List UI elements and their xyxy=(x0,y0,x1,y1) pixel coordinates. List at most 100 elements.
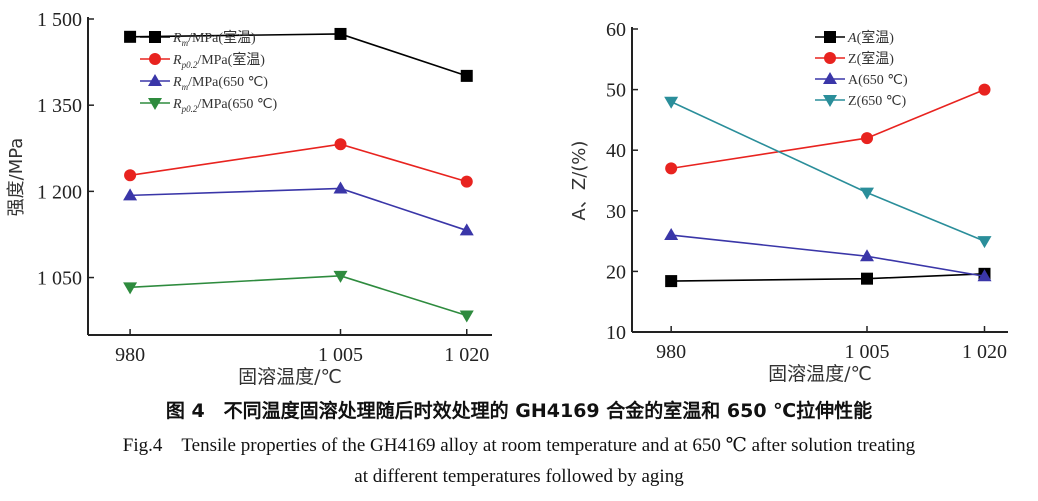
chart-1: 1 050 1 200 1 350 1 500 980 1 005 1 020 固溶温度/℃ 强… xyxy=(6,9,492,388)
data-point xyxy=(459,310,474,323)
legend-label-rest: (650 ℃) xyxy=(857,94,907,109)
legend-label-rest: /MPa(室温) xyxy=(197,51,265,68)
legend-label-rest: /MPa(650 ℃) xyxy=(188,75,268,90)
legend-label-sub: m xyxy=(182,82,189,92)
legend-entry: Z(室温) xyxy=(815,50,894,67)
data-point xyxy=(334,138,347,151)
y-tick-label: 50 xyxy=(606,80,626,102)
figure-caption-english-line1: Fig.4 Tensile properties of the GH4169 a… xyxy=(122,435,916,456)
legend-marker xyxy=(149,31,161,43)
legend-marker xyxy=(149,53,161,65)
legend-label-rest: /MPa(室温) xyxy=(188,29,256,46)
legend-label-main: R xyxy=(172,75,182,90)
legend-entry: Rp0.2/MPa(650 ℃) xyxy=(140,97,278,114)
legend-label-sub: m xyxy=(182,38,189,48)
y-tick-label: 20 xyxy=(606,261,626,283)
series-3 xyxy=(664,228,992,282)
legend-marker xyxy=(148,74,162,86)
series-2 xyxy=(665,83,991,175)
series-1 xyxy=(124,27,473,82)
series-3 xyxy=(123,181,474,236)
data-point xyxy=(977,236,992,249)
series-2 xyxy=(124,138,473,188)
data-point xyxy=(664,228,679,241)
legend-label-main: Z xyxy=(848,94,857,109)
series-line xyxy=(130,275,467,317)
series-line xyxy=(129,143,467,183)
legend-label-main: R xyxy=(172,31,182,46)
data-point xyxy=(124,30,137,43)
y-axis-label: A、Z/(%) xyxy=(569,141,590,221)
x-axis-label: 固溶温度/℃ xyxy=(768,363,872,385)
data-point xyxy=(860,187,874,200)
x-tick-label: 1 005 xyxy=(318,344,363,366)
legend-label: Rm/MPa(650 ℃) xyxy=(172,75,268,92)
figure-charts: 1 050 1 200 1 350 1 500 980 1 005 1 020 固溶温度/℃ 强… xyxy=(6,9,1008,388)
legend-label-main: R xyxy=(172,97,182,112)
legend-marker xyxy=(824,52,836,64)
data-point xyxy=(977,269,992,282)
data-point xyxy=(333,270,348,283)
legend-marker xyxy=(823,72,837,84)
series-line xyxy=(671,234,985,278)
series-line xyxy=(671,273,985,282)
y-tick-label: 1 500 xyxy=(37,9,82,31)
legend-label-main: A xyxy=(847,31,857,46)
data-point xyxy=(665,162,678,175)
data-point xyxy=(124,169,137,182)
x-axis-label: 固溶温度/℃ xyxy=(238,366,342,388)
legend-entry: Z(650 ℃) xyxy=(815,94,906,109)
legend-entry: Rm/MPa(室温) xyxy=(140,29,256,48)
x-tick-label: 1 020 xyxy=(962,341,1007,363)
legend-label: Rp0.2/MPa(室温) xyxy=(172,51,265,70)
y-axis-label: 强度/MPa xyxy=(6,138,27,217)
y-tick-label: 40 xyxy=(606,140,626,162)
legend-label: Rp0.2/MPa(650 ℃) xyxy=(172,97,278,114)
data-point xyxy=(861,272,873,285)
data-point xyxy=(334,27,347,40)
x-tick-label: 980 xyxy=(656,341,686,363)
data-point xyxy=(664,96,679,109)
legend-entry: A(650 ℃) xyxy=(815,72,908,88)
legend-label-sub: p0.2 xyxy=(181,104,198,114)
legend-label-rest: (室温) xyxy=(857,50,895,67)
legend-label-rest: (室温) xyxy=(857,29,895,46)
figure-caption-chinese: 图 4 不同温度固溶处理随后时效处理的 GH4169 合金的室温和 650 ℃拉… xyxy=(165,400,873,422)
legend-label: Z(650 ℃) xyxy=(848,94,906,109)
data-point xyxy=(860,249,874,262)
legend-entry: Rp0.2/MPa(室温) xyxy=(140,51,265,70)
figure-caption-english-line2: at different temperatures followed by ag… xyxy=(354,466,684,487)
data-point xyxy=(978,83,991,96)
x-tick-label: 980 xyxy=(115,344,145,366)
legend-label-main: Z xyxy=(848,52,857,67)
data-point xyxy=(333,181,348,194)
data-point xyxy=(665,275,678,288)
legend-marker xyxy=(823,95,837,107)
y-tick-label: 1 050 xyxy=(37,268,82,290)
series-4 xyxy=(123,270,474,323)
data-point xyxy=(459,223,474,236)
series-line xyxy=(130,187,468,232)
y-tick-label: 30 xyxy=(606,201,626,223)
x-tick-label: 1 020 xyxy=(444,344,489,366)
legend-marker xyxy=(148,98,162,110)
y-tick-label: 1 200 xyxy=(37,181,82,203)
legend-marker xyxy=(824,31,836,43)
legend-entry: Rm/MPa(650 ℃) xyxy=(140,74,268,92)
data-point xyxy=(123,282,138,295)
legend-label-main: R xyxy=(172,53,182,68)
data-point xyxy=(123,188,138,201)
legend-label-sub: p0.2 xyxy=(181,60,198,70)
data-point xyxy=(460,175,473,188)
data-point xyxy=(460,69,473,82)
series-4 xyxy=(664,96,992,249)
legend-entry: A(室温) xyxy=(815,29,894,46)
data-point xyxy=(861,132,873,145)
y-tick-label: 10 xyxy=(606,322,626,344)
x-tick-label: 1 005 xyxy=(845,341,890,363)
legend-label-rest: /MPa(650 ℃) xyxy=(197,97,277,112)
series-1 xyxy=(665,267,991,288)
series-line xyxy=(670,100,985,242)
legend-label: Rm/MPa(室温) xyxy=(172,29,256,48)
